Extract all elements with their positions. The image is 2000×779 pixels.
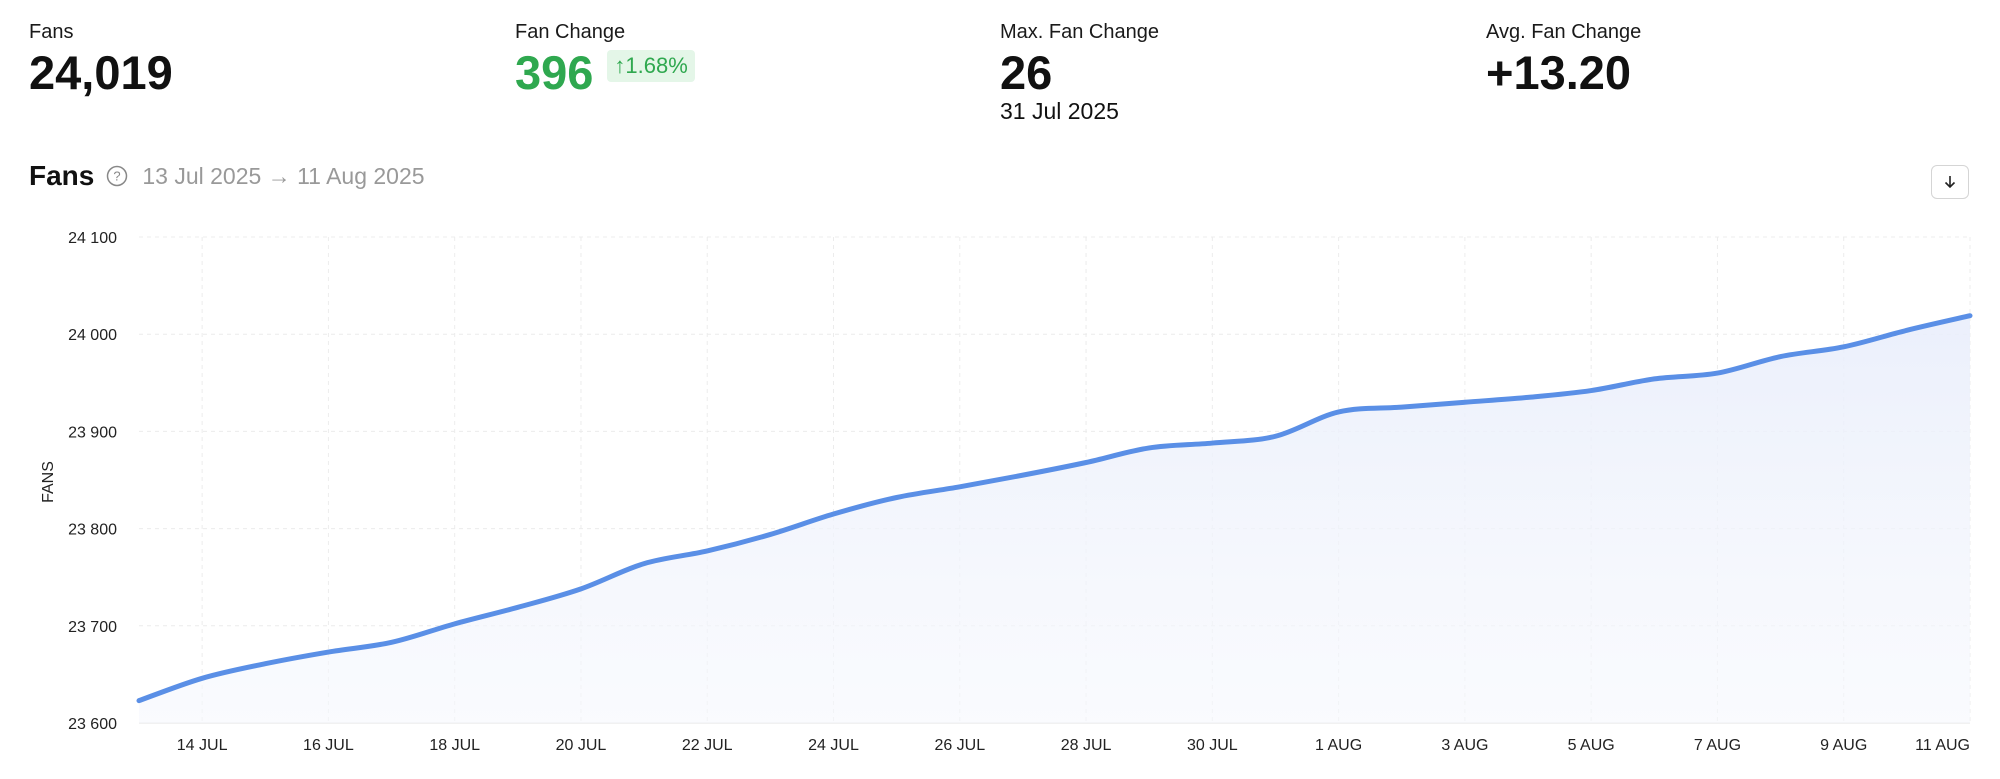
data-point[interactable] [954, 481, 966, 493]
x-tick-label: 11 AUG [1915, 737, 1970, 754]
stat-label: Avg. Fan Change [1486, 21, 1642, 43]
stat-fan-change: Fan Change 396 ↑1.68% [515, 20, 695, 100]
y-tick-label: 24 100 [68, 230, 117, 247]
y-axis: 23 600 23 700 23 800 23 900 24 000 24 100 [68, 230, 117, 733]
data-point[interactable] [386, 636, 398, 648]
chart-title: Fans [29, 160, 95, 191]
question-circle-icon[interactable]: ? [106, 165, 128, 187]
data-point[interactable] [575, 583, 587, 595]
data-point[interactable] [1017, 469, 1029, 481]
data-point[interactable] [1333, 406, 1345, 418]
change-percent: 1.68% [625, 53, 688, 78]
x-tick-label: 20 JUL [556, 737, 607, 754]
y-tick-label: 23 900 [68, 424, 117, 441]
x-tick-label: 7 AUG [1694, 737, 1741, 754]
date-range: 13 Jul 2025 → 11 Aug 2025 [142, 163, 424, 190]
data-point[interactable] [1964, 310, 1976, 322]
data-point[interactable] [1775, 351, 1787, 363]
download-button[interactable] [1931, 165, 1969, 199]
y-tick-label: 23 700 [68, 619, 117, 636]
data-point[interactable] [1206, 437, 1218, 449]
stat-value: +13.20 [1486, 46, 1632, 99]
download-arrow-icon [1944, 176, 1956, 189]
stat-value: 396 [515, 46, 594, 99]
x-tick-label: 24 JUL [808, 737, 859, 754]
arrow-up-icon: ↑ [614, 53, 626, 78]
data-point[interactable] [1459, 396, 1471, 408]
data-point[interactable] [891, 491, 903, 503]
y-tick-label: 23 800 [68, 522, 117, 539]
stat-value: 26 [1000, 46, 1053, 99]
date-start: 13 Jul 2025 [142, 162, 262, 189]
x-tick-label: 3 AUG [1441, 737, 1488, 754]
data-point[interactable] [449, 618, 461, 630]
area-layer [139, 315, 1970, 723]
x-axis: 14 JUL 16 JUL 18 JUL 20 JUL 22 JUL 24 JUL 26 J… [177, 737, 1970, 754]
y-axis-label: FANS [40, 461, 57, 503]
x-tick-label: 18 JUL [429, 737, 480, 754]
x-tick-label: 5 AUG [1568, 737, 1615, 754]
data-point[interactable] [701, 545, 713, 557]
data-point[interactable] [1838, 341, 1850, 353]
stat-label: Fans [29, 21, 74, 43]
stat-date: 31 Jul 2025 [1000, 98, 1119, 124]
stat-label: Fan Change [515, 21, 626, 43]
stats-row: Fans 24,019 Fan Change 396 ↑1.68% Max. F… [0, 0, 2000, 140]
x-tick-label: 9 AUG [1820, 737, 1867, 754]
x-tick-label: 1 AUG [1315, 737, 1362, 754]
series-area [139, 315, 1970, 723]
stat-avg-fan-change: Avg. Fan Change +13.20 [1486, 20, 1641, 100]
chart-header: Fans ? 13 Jul 2025 → 11 Aug 2025 [29, 160, 425, 192]
data-point[interactable] [259, 658, 271, 670]
data-point[interactable] [638, 558, 650, 570]
stat-fans: Fans 24,019 [29, 20, 173, 100]
data-point[interactable] [322, 646, 334, 658]
stat-max-fan-change: Max. Fan Change 26 31 Jul 2025 [1000, 20, 1159, 124]
change-badge: ↑1.68% [607, 50, 695, 82]
x-tick-label: 22 JUL [682, 737, 733, 754]
data-point[interactable] [1143, 442, 1155, 454]
date-end: 11 Aug 2025 [297, 162, 425, 189]
data-point[interactable] [764, 528, 776, 540]
data-point[interactable] [1269, 430, 1281, 442]
data-point[interactable] [196, 672, 208, 684]
stat-value: 24,019 [29, 46, 173, 99]
x-tick-label: 28 JUL [1061, 737, 1112, 754]
data-point[interactable] [512, 601, 524, 613]
arrow-right-icon: → [267, 162, 291, 189]
series-line [136, 313, 1973, 704]
x-tick-label: 26 JUL [934, 737, 985, 754]
x-tick-label: 14 JUL [177, 737, 228, 754]
data-point[interactable] [1080, 457, 1092, 469]
x-tick-label: 16 JUL [303, 737, 354, 754]
data-point[interactable] [1585, 385, 1597, 397]
x-tick-label: 30 JUL [1187, 737, 1238, 754]
data-point[interactable] [828, 508, 840, 520]
svg-text:?: ? [114, 169, 121, 184]
line-layer [136, 313, 1973, 704]
data-point[interactable] [1711, 367, 1723, 379]
data-point[interactable] [133, 695, 145, 707]
data-point[interactable] [1522, 391, 1534, 403]
data-point[interactable] [1396, 401, 1408, 413]
y-tick-label: 23 600 [68, 716, 117, 733]
y-tick-label: 24 000 [68, 327, 117, 344]
data-point[interactable] [1901, 324, 1913, 336]
data-point[interactable] [1648, 373, 1660, 385]
stat-label: Max. Fan Change [1000, 21, 1159, 43]
